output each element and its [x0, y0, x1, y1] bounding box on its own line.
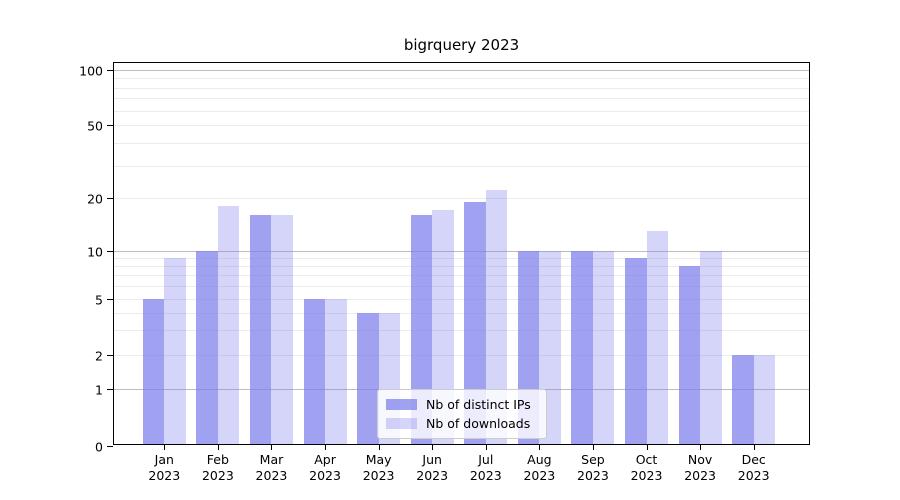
x-tick-mark-sep — [592, 445, 594, 450]
x-tick-label-nov: Nov 2023 — [684, 452, 716, 484]
x-tick-label-jan: Jan 2023 — [148, 452, 181, 484]
x-tick-label-jun: Jun 2023 — [416, 452, 449, 484]
minor-gridline-20 — [114, 198, 809, 199]
y-tick-mark-10 — [107, 251, 113, 252]
x-tick-mark-apr — [325, 445, 327, 450]
x-tick-mark-oct — [646, 445, 648, 450]
x-tick-mark-mar — [271, 445, 273, 450]
bar-distinct-ips-mar — [249, 214, 272, 445]
bar-downloads-jul — [485, 190, 508, 445]
minor-gridline-5 — [114, 299, 809, 300]
minor-gridline-2 — [114, 355, 809, 356]
x-tick-label-oct: Oct 2023 — [630, 452, 663, 484]
legend-swatch-downloads — [386, 418, 417, 429]
bar-downloads-oct — [646, 230, 669, 445]
major-gridline-10 — [114, 251, 809, 252]
legend: Nb of distinct IPs Nb of downloads — [377, 389, 547, 439]
bar-distinct-ips-may — [357, 312, 379, 445]
x-tick-label-dec: Dec 2023 — [737, 452, 770, 484]
bar-distinct-ips-sep — [571, 250, 593, 445]
x-tick-label-feb: Feb 2023 — [201, 452, 234, 484]
minor-gridline-7 — [114, 275, 809, 276]
y-tick-label-2: 2 — [95, 348, 103, 363]
minor-gridline-90 — [114, 78, 809, 79]
legend-label-downloads: Nb of downloads — [426, 416, 531, 431]
x-tick-mark-dec — [753, 445, 755, 450]
major-gridline-100 — [114, 70, 809, 71]
y-tick-mark-0 — [107, 446, 113, 447]
minor-gridline-70 — [114, 98, 809, 99]
x-tick-label-jul: Jul 2023 — [469, 452, 502, 484]
bar-downloads-feb — [217, 205, 240, 445]
bar-distinct-ips-jun — [410, 214, 433, 445]
bar-downloads-mar — [271, 214, 293, 445]
y-tick-mark-2 — [107, 355, 113, 356]
y-tick-mark-100 — [107, 70, 113, 71]
minor-gridline-60 — [114, 111, 809, 112]
x-tick-mark-jun — [432, 445, 434, 450]
y-tick-label-50: 50 — [87, 118, 103, 133]
y-tick-mark-20 — [107, 198, 113, 199]
x-tick-label-mar: Mar 2023 — [255, 452, 288, 484]
legend-swatch-distinct-ips — [386, 399, 417, 410]
minor-gridline-80 — [114, 88, 809, 89]
y-tick-label-5: 5 — [95, 292, 103, 307]
x-tick-mark-jan — [164, 445, 166, 450]
bar-downloads-apr — [325, 299, 347, 445]
chart-title: bigrquery 2023 — [403, 36, 520, 54]
y-tick-label-20: 20 — [87, 191, 103, 206]
bar-downloads-jan — [164, 257, 186, 445]
y-tick-label-10: 10 — [87, 244, 103, 259]
x-tick-mark-feb — [217, 445, 219, 450]
bar-downloads-jun — [432, 210, 454, 445]
y-tick-label-0: 0 — [95, 439, 103, 454]
minor-gridline-50 — [114, 125, 809, 126]
bar-distinct-ips-feb — [196, 250, 218, 445]
legend-label-distinct-ips: Nb of distinct IPs — [426, 397, 531, 412]
minor-gridline-6 — [114, 286, 809, 287]
minor-gridline-9 — [114, 258, 809, 259]
x-tick-label-may: May 2023 — [362, 452, 395, 484]
bar-distinct-ips-dec — [732, 355, 754, 445]
minor-gridline-30 — [114, 166, 809, 167]
bar-distinct-ips-jan — [142, 299, 165, 445]
x-tick-mark-nov — [700, 445, 702, 450]
x-tick-mark-may — [378, 445, 380, 450]
bar-distinct-ips-oct — [625, 257, 647, 445]
x-tick-label-aug: Aug 2023 — [523, 452, 556, 484]
bar-distinct-ips-jul — [464, 201, 486, 445]
y-tick-label-1: 1 — [95, 382, 103, 397]
legend-row-downloads: Nb of downloads — [386, 414, 538, 433]
x-tick-mark-jul — [485, 445, 487, 450]
minor-gridline-4 — [114, 313, 809, 314]
minor-gridline-3 — [114, 330, 809, 331]
legend-row-distinct-ips: Nb of distinct IPs — [386, 395, 538, 414]
x-tick-mark-aug — [539, 445, 541, 450]
y-tick-mark-50 — [107, 125, 113, 126]
x-tick-label-apr: Apr 2023 — [309, 452, 341, 484]
y-tick-label-100: 100 — [79, 63, 103, 78]
bar-downloads-sep — [592, 250, 615, 445]
y-tick-mark-1 — [107, 389, 113, 390]
bar-distinct-ips-nov — [678, 266, 701, 445]
bar-downloads-dec — [753, 355, 776, 445]
bar-distinct-ips-apr — [303, 299, 326, 445]
minor-gridline-8 — [114, 266, 809, 267]
bar-downloads-nov — [700, 250, 722, 445]
x-tick-label-sep: Sep 2023 — [577, 452, 609, 484]
y-tick-mark-5 — [107, 299, 113, 300]
minor-gridline-40 — [114, 143, 809, 144]
